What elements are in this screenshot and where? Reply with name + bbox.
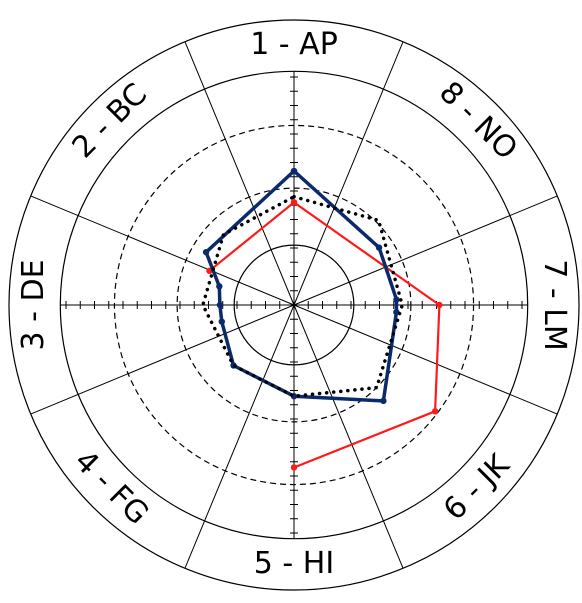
sector-label-8: 8 - NO	[432, 75, 524, 167]
sector-divider	[293, 304, 404, 569]
series-point-1	[436, 301, 443, 309]
sector-divider	[293, 304, 558, 415]
series-layer	[201, 167, 443, 471]
sector-divider	[30, 304, 295, 415]
series-point-2	[216, 301, 224, 309]
sector-label-7: 7 - LM	[537, 259, 572, 351]
grid-ring-5	[8, 19, 580, 591]
spoke-grid	[30, 41, 558, 569]
sector-divider	[293, 195, 558, 306]
series-point-1	[431, 408, 439, 415]
sector-divider	[184, 41, 295, 306]
sector-label-4: 4 - FG	[67, 444, 155, 532]
series-point-2	[380, 397, 387, 405]
series-point-1	[290, 464, 298, 471]
axis-ticks	[65, 76, 523, 534]
sector-label-2: 2 - BC	[66, 77, 154, 165]
sector-label-5: 5 - HI	[254, 546, 334, 581]
series-line-2	[204, 169, 399, 403]
series-point-2	[393, 296, 400, 303]
series-point-2	[216, 283, 223, 290]
series-line-1	[208, 201, 441, 469]
sector-divider	[30, 195, 295, 306]
sector-label-6: 6 - JK	[437, 447, 517, 527]
series-point-1	[290, 199, 298, 206]
series-point-2	[202, 248, 210, 256]
series-point-2	[218, 318, 225, 325]
sector-divider	[293, 41, 404, 306]
series-point-2	[375, 244, 383, 251]
sector-label-3: 3 - DE	[16, 259, 51, 350]
sector-label-1: 1 - AP	[250, 27, 338, 62]
series-point-2	[290, 167, 298, 175]
sector-divider	[184, 304, 295, 569]
